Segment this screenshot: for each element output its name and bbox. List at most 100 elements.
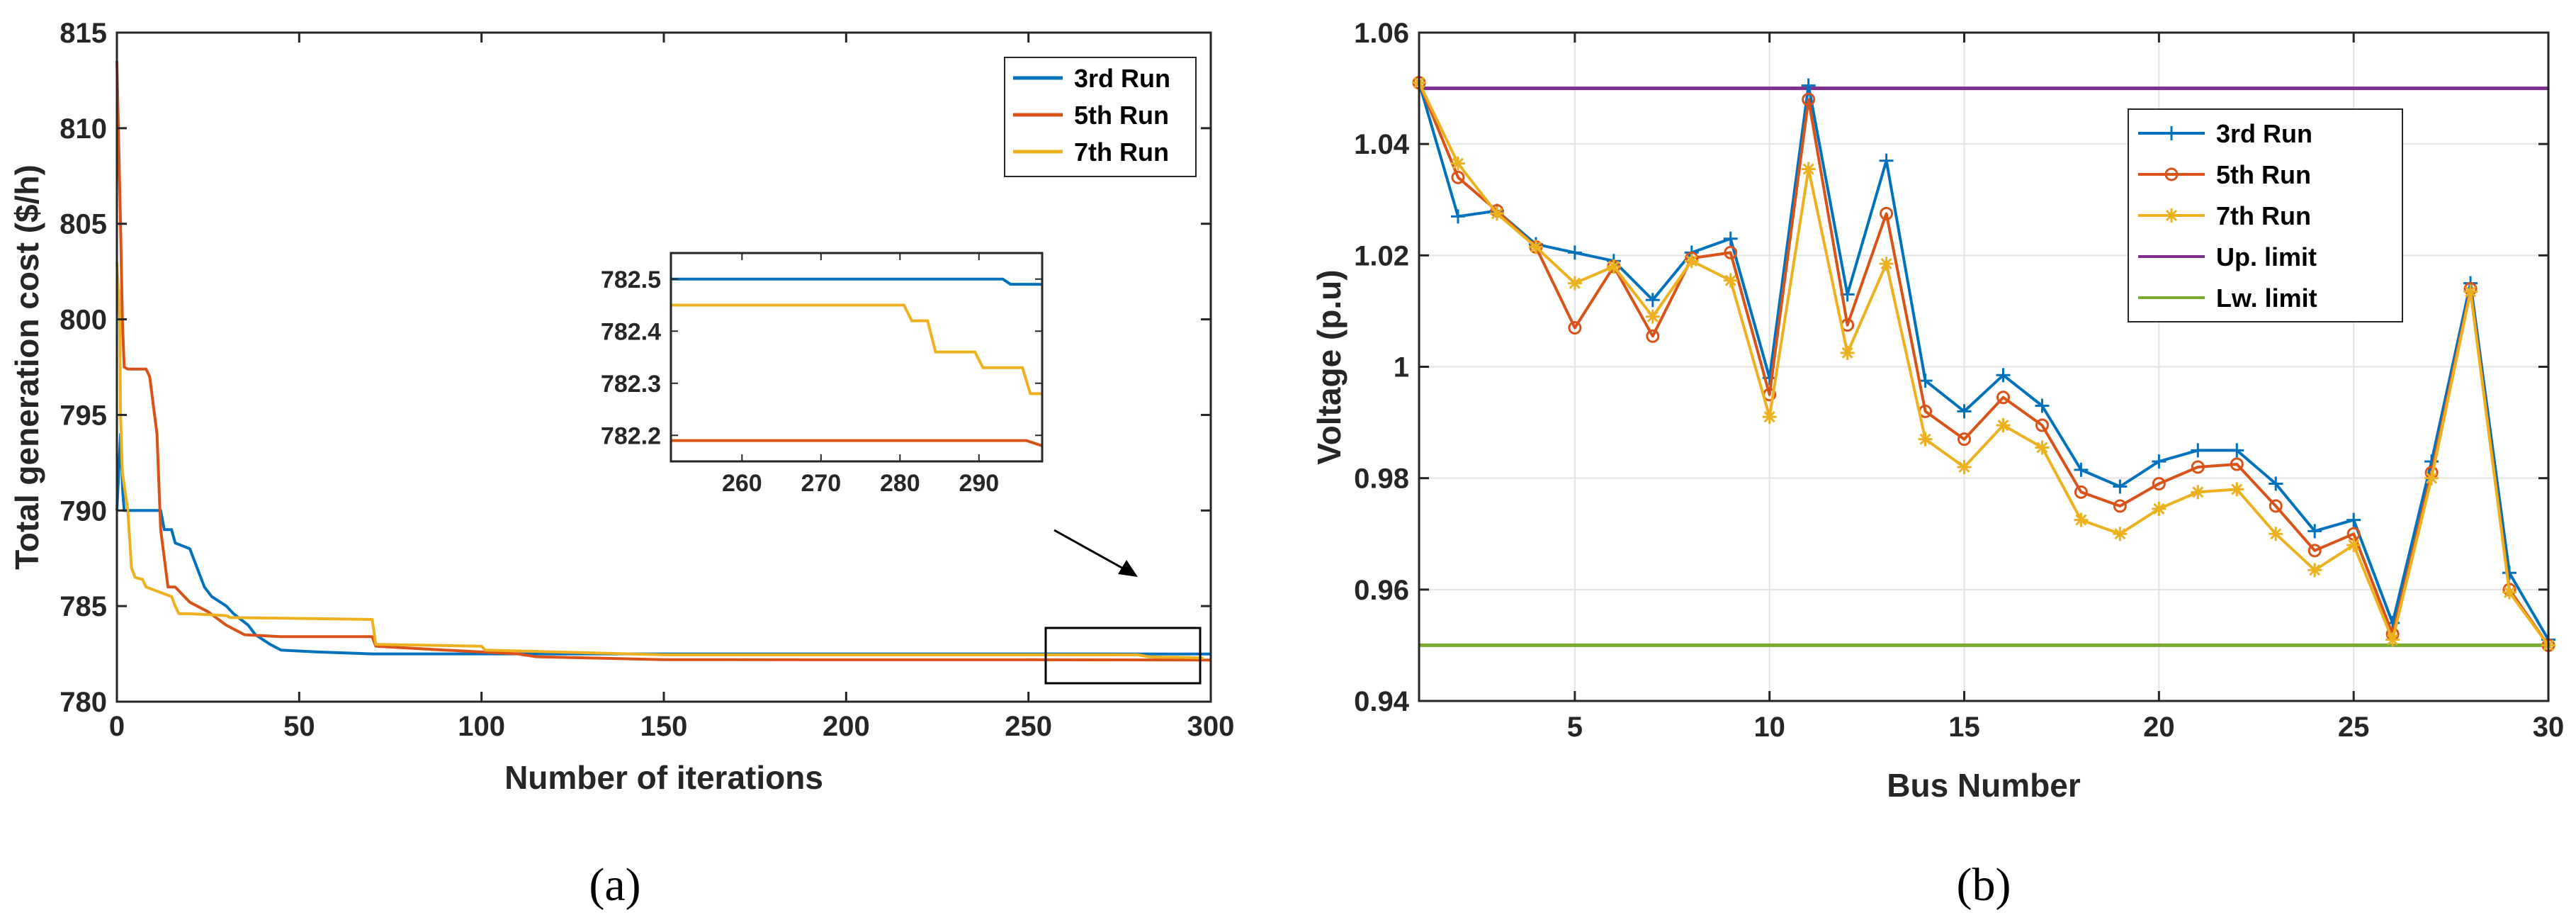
chart-b-series-1-point: [1957, 404, 1972, 419]
chart-b-series-3-point: [1801, 162, 1816, 176]
chart-b-series-3-point: [2230, 482, 2244, 497]
chart-b-ylabel: Voltage (p.u): [1311, 269, 1348, 464]
panel-label-b: (b): [1957, 859, 2011, 911]
chart-a-legend: 3rd Run 5th Run 7th Run: [1004, 57, 1197, 177]
chart-a-ytick-label: 785: [60, 591, 107, 622]
chart-b-series-3-point: [1528, 240, 1543, 254]
chart-b: 5 10 15 20 25 30 0.94 0.96 0.98 1 1.02 1.04 1.06 Bus…: [1311, 18, 2564, 911]
chart-a: 0 50 100 150 200 250 300 780 785 790 795 800 805 810 8…: [9, 18, 1234, 911]
panel-label-a: (a): [589, 859, 640, 911]
chart-b-series-1-point: [2230, 443, 2244, 458]
chart-a-ytick-label: 790: [60, 495, 107, 527]
chart-a-xtick-label: 0: [109, 711, 125, 742]
chart-b-series-3-point: [2191, 485, 2205, 500]
chart-b-series-2-point: [2307, 544, 2322, 558]
chart-b-series-1-point: [2035, 398, 2050, 413]
chart-b-series-2-point: [1996, 391, 2010, 405]
chart-a-legend-label: 5th Run: [1074, 101, 1169, 130]
chart-a-ytick-label: 805: [60, 209, 107, 240]
inset-xtick-label: 280: [880, 470, 920, 497]
inset-chart: 260 270 280 290 782.2 782.3 782.4 782.5: [601, 252, 1044, 497]
chart-b-series-3-point: [2113, 527, 2128, 541]
inset-series-3-line: [671, 303, 1042, 395]
chart-a-xtick-label: 100: [458, 711, 505, 742]
chart-b-xtick-label: 5: [1567, 712, 1583, 743]
chart-a-xtick-label: 150: [640, 711, 688, 742]
chart-b-series-1-point: [2269, 476, 2283, 491]
chart-b-series-3-point: [2074, 512, 2089, 527]
chart-b-legend: 3rd Run 5th Run 7th Run Up. limit Lw. limit: [2128, 108, 2403, 322]
chart-b-series-2-point: [2152, 477, 2166, 491]
chart-a-ytick-label: 795: [60, 400, 107, 431]
chart-b-ytick-label: 1.04: [1354, 129, 1410, 160]
chart-b-ytick-label: 0.96: [1354, 575, 1409, 606]
chart-b-series-3-point: [1489, 206, 1504, 221]
chart-b-series-3-point: [2346, 537, 2361, 552]
chart-b-series-3-point: [2463, 284, 2478, 299]
chart-b-xtick-label: 20: [2143, 712, 2175, 743]
chart-b-series-3-point: [1645, 309, 1660, 324]
chart-a-xtick-label: 300: [1187, 711, 1235, 742]
chart-a-series-2-line: [115, 61, 1211, 662]
chart-a-legend-label: 3rd Run: [1074, 64, 1170, 93]
inset-xtick-label: 270: [801, 470, 841, 497]
chart-b-series-3-point: [2502, 585, 2517, 600]
chart-b-series-3-point: [1567, 276, 1582, 291]
chart-a-series-3-line: [115, 262, 1204, 660]
chart-b-series-2-point: [2074, 485, 2088, 499]
chart-b-series-3-point: [2385, 632, 2400, 647]
chart-a-xtick-label: 200: [823, 711, 870, 742]
chart-b-series-2-point: [2269, 499, 2283, 513]
chart-b-series-3-point: [1684, 254, 1699, 269]
chart-b-series-2-point: [2191, 460, 2205, 474]
chart-b-xlabel: Bus Number: [1887, 767, 2081, 804]
chart-b-series-3-point: [1918, 432, 1933, 447]
chart-b-series-1-point: [2346, 512, 2361, 527]
chart-b-series-1-point: [1645, 293, 1660, 308]
chart-b-ytick-label: 1.02: [1354, 240, 1409, 271]
chart-a-xtick-label: 50: [283, 711, 315, 742]
chart-b-series-3-point: [1996, 418, 2011, 433]
chart-b-ytick-label: 1: [1394, 352, 1409, 383]
chart-b-ytick-label: 0.94: [1354, 686, 1410, 717]
chart-b-series-1-point: [1450, 209, 1465, 224]
chart-b-xtick-label: 15: [1948, 712, 1980, 743]
chart-b-series-2-point: [2230, 457, 2244, 471]
chart-b-series-1-point: [2152, 454, 2167, 469]
chart-b-series-1-point: [1567, 245, 1582, 260]
chart-b-series-3-point: [1723, 273, 1738, 288]
chart-b-series-1-point: [2502, 566, 2517, 580]
inset-axes-box: [670, 252, 1044, 463]
chart-a-ytick-label: 810: [60, 113, 107, 145]
chart-b-series-1-point: [2307, 524, 2322, 539]
chart-b-legend-marker: [2164, 126, 2179, 140]
chart-b-legend-marker: [2164, 167, 2179, 181]
chart-b-series-2-point: [1451, 170, 1465, 184]
zoom-arrow-head: [1118, 560, 1138, 577]
chart-b-series-1-point: [2113, 479, 2128, 494]
inset-background: [671, 253, 1042, 461]
chart-a-legend-label: 7th Run: [1074, 137, 1169, 167]
chart-b-legend-label: Up. limit: [2216, 242, 2317, 271]
chart-b-legend-marker: [2164, 208, 2179, 223]
chart-b-xtick-label: 10: [1753, 712, 1785, 743]
chart-b-series-3-point: [1762, 410, 1777, 425]
chart-a-ytick-label: 780: [60, 687, 107, 718]
chart-a-xtick-label: 250: [1005, 711, 1052, 742]
inset-ytick-label: 782.3: [601, 371, 661, 398]
chart-b-series-2-point: [1958, 432, 1972, 447]
chart-b-series-3-point: [1450, 156, 1465, 171]
chart-b-series-2-point: [1568, 320, 1582, 335]
chart-b-series-3-point: [2269, 527, 2283, 541]
inset-ytick-label: 782.2: [601, 422, 661, 449]
chart-b-series-2-point: [1880, 206, 1894, 220]
chart-b-series-1-point: [1879, 153, 1894, 168]
chart-b-series-2-point: [1802, 92, 1816, 106]
chart-b-legend-label: 3rd Run: [2216, 119, 2312, 148]
chart-a-xlabel: Number of iterations: [504, 759, 823, 796]
zoom-arrow: [1053, 529, 1131, 574]
chart-a-ylabel: Total generation cost ($/h): [9, 164, 45, 570]
chart-b-series-3-point: [1606, 259, 1621, 274]
chart-b-series-1-point: [1996, 368, 2011, 383]
